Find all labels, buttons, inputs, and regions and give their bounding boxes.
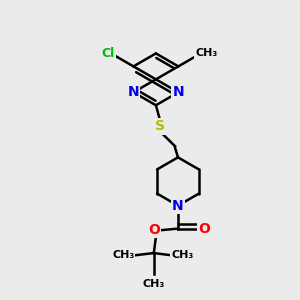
Text: CH₃: CH₃ [112,250,134,260]
Text: N: N [172,85,184,99]
Text: N: N [172,199,184,213]
Text: S: S [155,119,165,134]
Text: O: O [148,223,160,237]
Text: CH₃: CH₃ [171,250,194,260]
Text: Cl: Cl [101,46,115,60]
Text: O: O [198,222,210,236]
Text: CH₃: CH₃ [143,279,165,289]
Text: N: N [128,85,139,99]
Text: CH₃: CH₃ [195,48,218,58]
